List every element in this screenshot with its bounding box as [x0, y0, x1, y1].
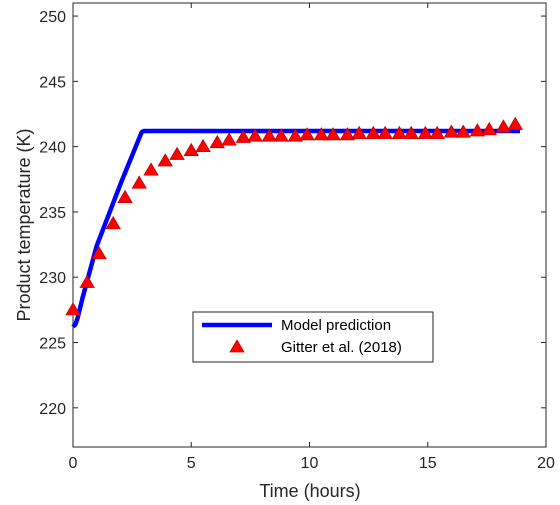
data-point-gitter-et-al: [79, 274, 95, 288]
data-point-gitter-et-al: [351, 125, 367, 139]
data-point-gitter-et-al: [339, 127, 356, 141]
x-axis-title: Time (hours): [259, 481, 360, 501]
data-point-gitter-et-al: [481, 121, 497, 136]
data-point-gitter-et-al: [65, 302, 81, 316]
data-point-gitter-et-al: [143, 162, 159, 176]
x-tick-label: 20: [537, 455, 555, 472]
x-tick-label: 10: [301, 455, 319, 472]
data-point-gitter-et-al: [313, 127, 330, 141]
y-tick-label: 235: [39, 205, 66, 222]
data-point-gitter-et-al: [507, 116, 523, 130]
legend-label-gitter-et-al: Gitter et al. (2018): [281, 339, 402, 356]
data-point-gitter-et-al: [195, 138, 211, 153]
data-point-gitter-et-al: [169, 146, 185, 160]
legend-box: [192, 311, 434, 363]
data-point-gitter-et-al: [365, 125, 382, 139]
data-point-gitter-et-al: [209, 134, 225, 149]
series-layer: [65, 116, 523, 329]
data-point-gitter-et-al: [157, 153, 173, 167]
data-point-gitter-et-al: [299, 127, 315, 141]
data-point-gitter-et-al: [105, 215, 121, 230]
data-point-gitter-et-al: [261, 128, 277, 142]
y-tick-label: 250: [39, 9, 66, 26]
data-point-gitter-et-al: [429, 125, 445, 139]
data-point-gitter-et-al: [391, 125, 408, 139]
y-tick-label: 245: [39, 74, 66, 91]
x-tick-label: 15: [419, 455, 437, 472]
y-tick-label: 240: [39, 140, 66, 157]
data-point-gitter-et-al: [417, 125, 434, 139]
data-point-gitter-et-al: [443, 124, 460, 138]
data-point-gitter-et-al: [235, 129, 251, 143]
data-point-gitter-et-al: [287, 128, 304, 142]
y-tick-label: 220: [39, 401, 66, 418]
data-point-gitter-et-al: [221, 132, 237, 146]
y-axis-ticks: 220 225 230 235 240 245 250: [39, 9, 546, 418]
data-point-gitter-et-al: [325, 127, 341, 141]
x-tick-label: 5: [187, 455, 196, 472]
data-point-gitter-et-al: [131, 175, 147, 189]
series-line-model-prediction: [71, 128, 520, 329]
plot-area: [72, 2, 547, 448]
y-tick-label: 225: [39, 336, 66, 353]
y-tick-label: 230: [39, 270, 66, 287]
x-tick-label: 0: [69, 455, 78, 472]
data-point-gitter-et-al: [183, 142, 199, 156]
data-point-gitter-et-al: [117, 189, 133, 203]
legend-swatch-gitter-et-al: [229, 339, 245, 353]
data-point-gitter-et-al: [455, 124, 471, 138]
data-point-gitter-et-al: [469, 123, 486, 137]
y-axis-title: Product temperature (K): [14, 128, 34, 321]
data-point-gitter-et-al: [91, 245, 107, 260]
legend: Model prediction Gitter et al. (2018): [192, 311, 434, 363]
data-point-gitter-et-al: [377, 125, 393, 139]
x-axis-ticks: 0 5 10 15 20: [69, 3, 555, 472]
data-point-gitter-et-al: [403, 125, 419, 139]
data-point-gitter-et-al: [495, 119, 512, 133]
data-point-gitter-et-al: [247, 128, 263, 142]
legend-label-model-prediction: Model prediction: [281, 317, 391, 334]
data-point-gitter-et-al: [273, 128, 289, 142]
